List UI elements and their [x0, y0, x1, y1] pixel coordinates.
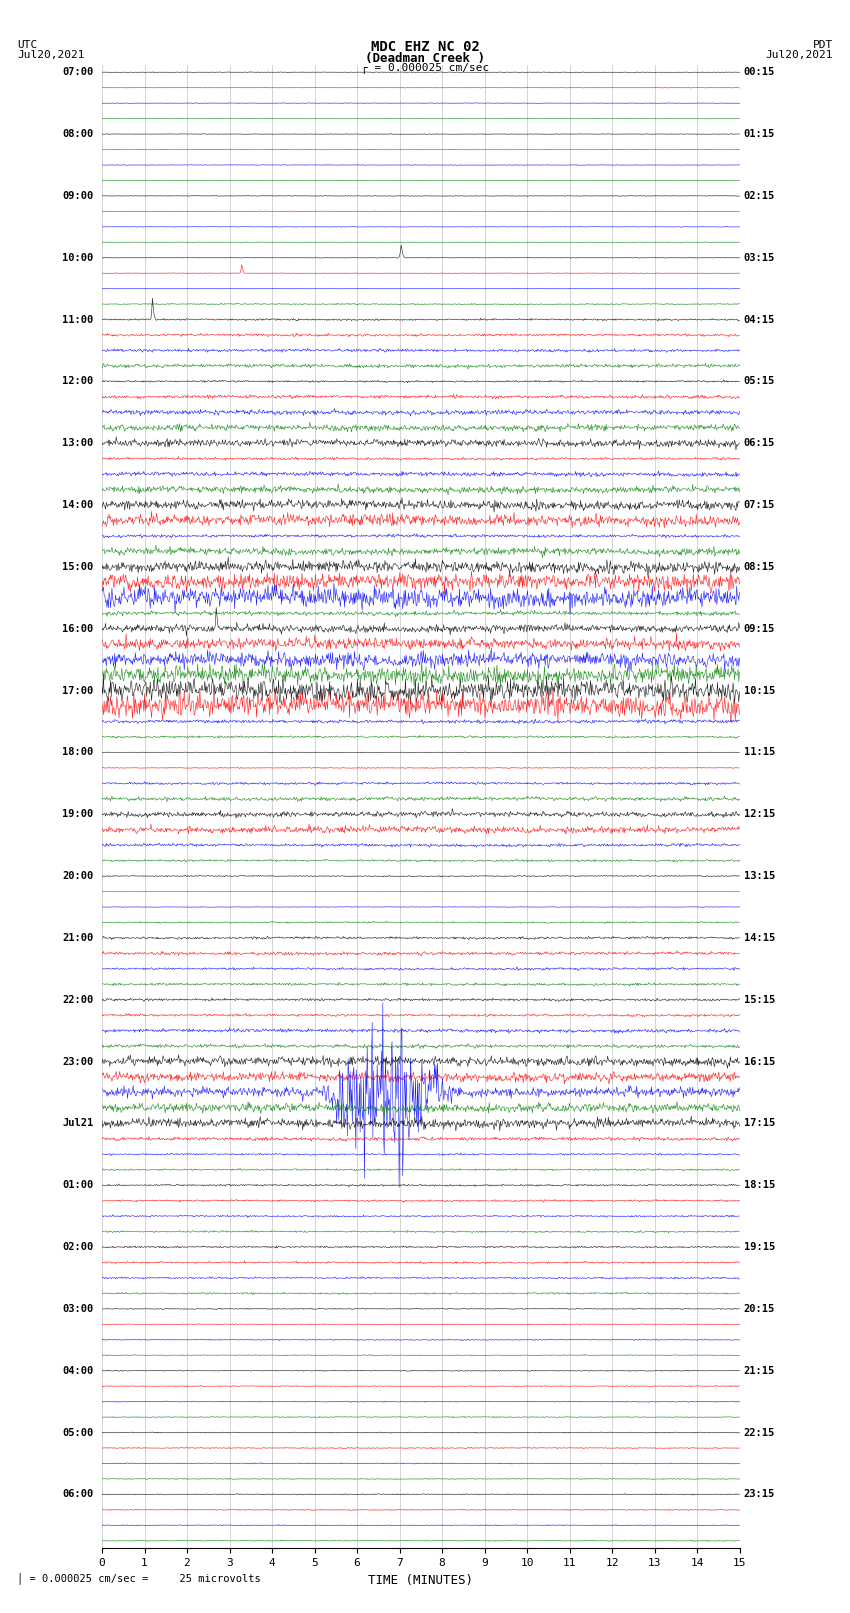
Text: 05:15: 05:15 [744, 376, 775, 387]
Text: 06:15: 06:15 [744, 439, 775, 448]
Text: Jul20,2021: Jul20,2021 [17, 50, 84, 60]
Text: 15:00: 15:00 [62, 561, 94, 573]
Text: 20:15: 20:15 [744, 1303, 775, 1315]
Text: 01:00: 01:00 [62, 1181, 94, 1190]
Text: 02:15: 02:15 [744, 190, 775, 202]
Text: 00:15: 00:15 [744, 68, 775, 77]
Text: Jul20,2021: Jul20,2021 [766, 50, 833, 60]
Text: 10:15: 10:15 [744, 686, 775, 695]
Text: 17:00: 17:00 [62, 686, 94, 695]
Text: 18:15: 18:15 [744, 1181, 775, 1190]
Text: 05:00: 05:00 [62, 1428, 94, 1437]
Text: 18:00: 18:00 [62, 747, 94, 758]
Text: 04:15: 04:15 [744, 315, 775, 324]
Text: 06:00: 06:00 [62, 1489, 94, 1500]
Text: 04:00: 04:00 [62, 1366, 94, 1376]
Text: (Deadman Creek ): (Deadman Creek ) [365, 52, 485, 65]
Text: 12:15: 12:15 [744, 810, 775, 819]
Text: 08:00: 08:00 [62, 129, 94, 139]
Text: 02:00: 02:00 [62, 1242, 94, 1252]
Text: 09:00: 09:00 [62, 190, 94, 202]
Text: 11:00: 11:00 [62, 315, 94, 324]
Text: 13:00: 13:00 [62, 439, 94, 448]
X-axis label: TIME (MINUTES): TIME (MINUTES) [368, 1574, 473, 1587]
Text: ┌ = 0.000025 cm/sec: ┌ = 0.000025 cm/sec [361, 63, 489, 74]
Text: 22:15: 22:15 [744, 1428, 775, 1437]
Text: 21:15: 21:15 [744, 1366, 775, 1376]
Text: 14:15: 14:15 [744, 932, 775, 944]
Text: 16:00: 16:00 [62, 624, 94, 634]
Text: 10:00: 10:00 [62, 253, 94, 263]
Text: 03:00: 03:00 [62, 1303, 94, 1315]
Text: MDC EHZ NC 02: MDC EHZ NC 02 [371, 40, 479, 55]
Text: Jul21: Jul21 [62, 1118, 94, 1129]
Text: 23:00: 23:00 [62, 1057, 94, 1066]
Text: UTC: UTC [17, 40, 37, 50]
Text: │ = 0.000025 cm/sec =     25 microvolts: │ = 0.000025 cm/sec = 25 microvolts [17, 1573, 261, 1584]
Text: PDT: PDT [813, 40, 833, 50]
Text: 13:15: 13:15 [744, 871, 775, 881]
Text: 16:15: 16:15 [744, 1057, 775, 1066]
Text: 19:15: 19:15 [744, 1242, 775, 1252]
Text: 19:00: 19:00 [62, 810, 94, 819]
Text: 20:00: 20:00 [62, 871, 94, 881]
Text: 07:15: 07:15 [744, 500, 775, 510]
Text: 09:15: 09:15 [744, 624, 775, 634]
Text: 22:00: 22:00 [62, 995, 94, 1005]
Text: 07:00: 07:00 [62, 68, 94, 77]
Text: 15:15: 15:15 [744, 995, 775, 1005]
Text: 01:15: 01:15 [744, 129, 775, 139]
Text: 21:00: 21:00 [62, 932, 94, 944]
Text: 08:15: 08:15 [744, 561, 775, 573]
Text: 14:00: 14:00 [62, 500, 94, 510]
Text: 23:15: 23:15 [744, 1489, 775, 1500]
Text: 03:15: 03:15 [744, 253, 775, 263]
Text: 11:15: 11:15 [744, 747, 775, 758]
Text: 17:15: 17:15 [744, 1118, 775, 1129]
Text: 12:00: 12:00 [62, 376, 94, 387]
